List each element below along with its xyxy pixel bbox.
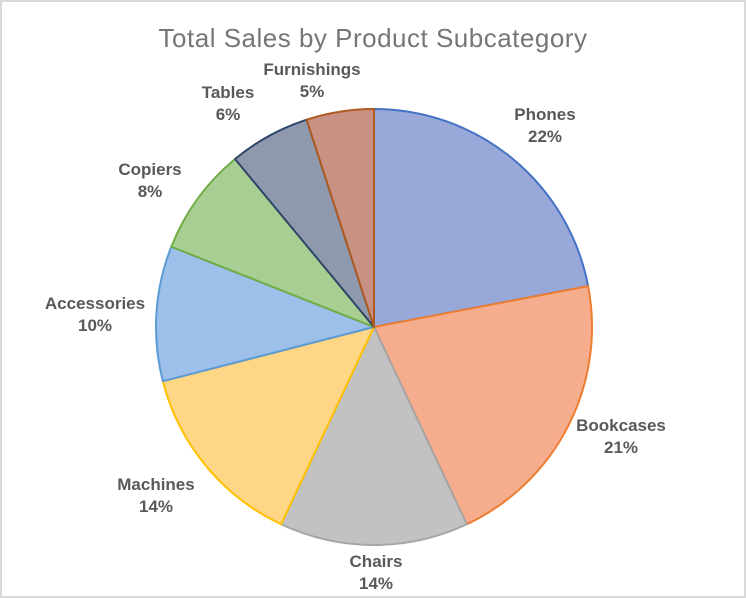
slice-pct-label-phones: 22% [528,127,562,146]
slice-name-label-phones: Phones [514,105,575,124]
slice-name-label-furnishings: Furnishings [263,60,360,79]
pie-slice-furnishings[interactable] [305,108,375,328]
pie-slice-copiers[interactable] [170,158,375,328]
slice-name-label-accessories: Accessories [45,294,145,313]
slice-pct-label-tables: 6% [216,105,241,124]
slice-name-label-machines: Machines [117,475,194,494]
pie-slice-machines[interactable] [161,326,375,526]
slice-pct-label-accessories: 10% [78,316,112,335]
pie-slice-bookcases[interactable] [373,285,593,526]
slice-name-label-copiers: Copiers [118,160,181,179]
slice-name-label-chairs: Chairs [350,552,403,571]
slice-name-label-bookcases: Bookcases [576,416,666,435]
slice-pct-label-copiers: 8% [138,182,163,201]
slice-pct-label-bookcases: 21% [604,438,638,457]
pie-slice-phones[interactable] [373,108,590,328]
slice-name-label-tables: Tables [202,83,255,102]
chart-title: Total Sales by Product Subcategory [158,23,588,53]
slice-pct-label-machines: 14% [139,497,173,516]
pie-slice-accessories[interactable] [155,245,375,383]
slice-pct-label-chairs: 14% [359,574,393,593]
slice-pct-label-furnishings: 5% [300,82,325,101]
pie-slice-chairs[interactable] [280,326,468,546]
